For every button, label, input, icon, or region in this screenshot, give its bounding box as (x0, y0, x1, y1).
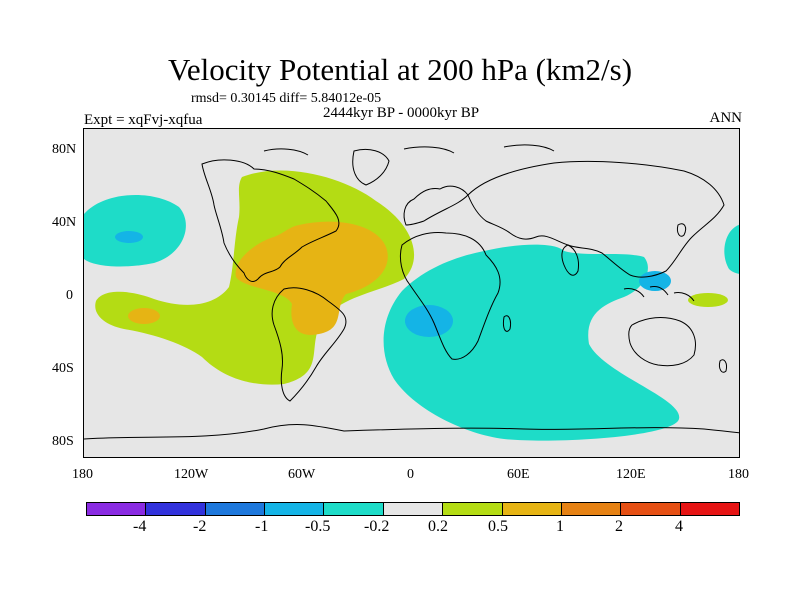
coast-japan (677, 223, 687, 237)
contour-negative-east-edge (724, 224, 739, 274)
coast-greenland (352, 148, 390, 186)
colorbar-label: 4 (675, 518, 683, 535)
coast-india (561, 244, 579, 276)
season-label: ANN (709, 110, 743, 126)
colorbar-box (561, 503, 622, 515)
lat-label-40s: 40S (52, 361, 74, 376)
coast-new-zealand (719, 359, 727, 373)
colorbar-label: 2 (615, 518, 623, 535)
colorbar-box (680, 503, 739, 515)
contour-positive-core (235, 221, 388, 335)
coast-asia (467, 160, 725, 278)
coast-south-america (271, 287, 347, 402)
lon-label-120w: 120W (174, 467, 209, 482)
colorbar-box (146, 503, 206, 515)
colorbar-box (621, 503, 681, 515)
colorbar-label: -2 (193, 518, 207, 535)
colorbar-label: -0.2 (364, 518, 390, 535)
colorbar-label: 1 (556, 518, 564, 535)
lat-label-eq: 0 (66, 288, 73, 303)
colorbar-label: -4 (133, 518, 147, 535)
map-svg (84, 129, 739, 457)
map-panel[interactable] (83, 128, 740, 458)
lat-label-80n: 80N (52, 142, 77, 157)
colorbar-label: -0.5 (305, 518, 331, 535)
lon-label-60w: 60W (288, 467, 316, 482)
lon-label-0: 0 (407, 467, 414, 482)
contour-negative-maritime-core (639, 271, 671, 291)
lon-label-60e: 60E (507, 467, 530, 482)
coast-madagascar (503, 315, 511, 332)
coast-africa (399, 232, 501, 360)
contour-negative-pacific-core (115, 231, 143, 243)
coastlines (84, 144, 739, 440)
colorbar-label: 0.5 (488, 518, 508, 535)
colorbar-box (87, 503, 147, 515)
colorbar-label: 0.2 (428, 518, 448, 535)
coast-australia (628, 317, 696, 367)
lon-label-180w: 180 (72, 467, 93, 482)
coast-indonesia (623, 286, 695, 302)
period-label: 2444kyr BP - 0000kyr BP (323, 105, 480, 121)
contour-positive-pacific (128, 308, 160, 324)
colorbar-box (502, 503, 562, 515)
coast-north-america (201, 159, 340, 282)
colorbar (86, 502, 740, 516)
lon-label-180e: 180 (728, 467, 749, 482)
contour-negative-pacific (84, 194, 186, 267)
contour-positive-west-pacific (688, 293, 728, 307)
colorbar-box (205, 503, 266, 515)
coast-antarctica (84, 424, 739, 440)
stats-line: rmsd= 0.30145 diff= 5.84012e-05 (191, 91, 382, 106)
colorbar-label: -1 (255, 518, 269, 535)
colorbar-box (324, 503, 384, 515)
contour-negative-africa-core (405, 305, 453, 337)
lon-label-120e: 120E (616, 467, 646, 482)
lat-label-40n: 40N (52, 215, 77, 230)
colorbar-box (265, 503, 325, 515)
colorbar-box (383, 503, 444, 515)
lat-label-80s: 80S (52, 434, 74, 449)
plot-title: Velocity Potential at 200 hPa (km2/s) (167, 52, 633, 87)
contour-negative-indian (383, 244, 680, 441)
coast-arctic (263, 144, 555, 156)
experiment-label: Expt = xqFvj-xqfua (84, 112, 203, 128)
colorbar-box (443, 503, 503, 515)
